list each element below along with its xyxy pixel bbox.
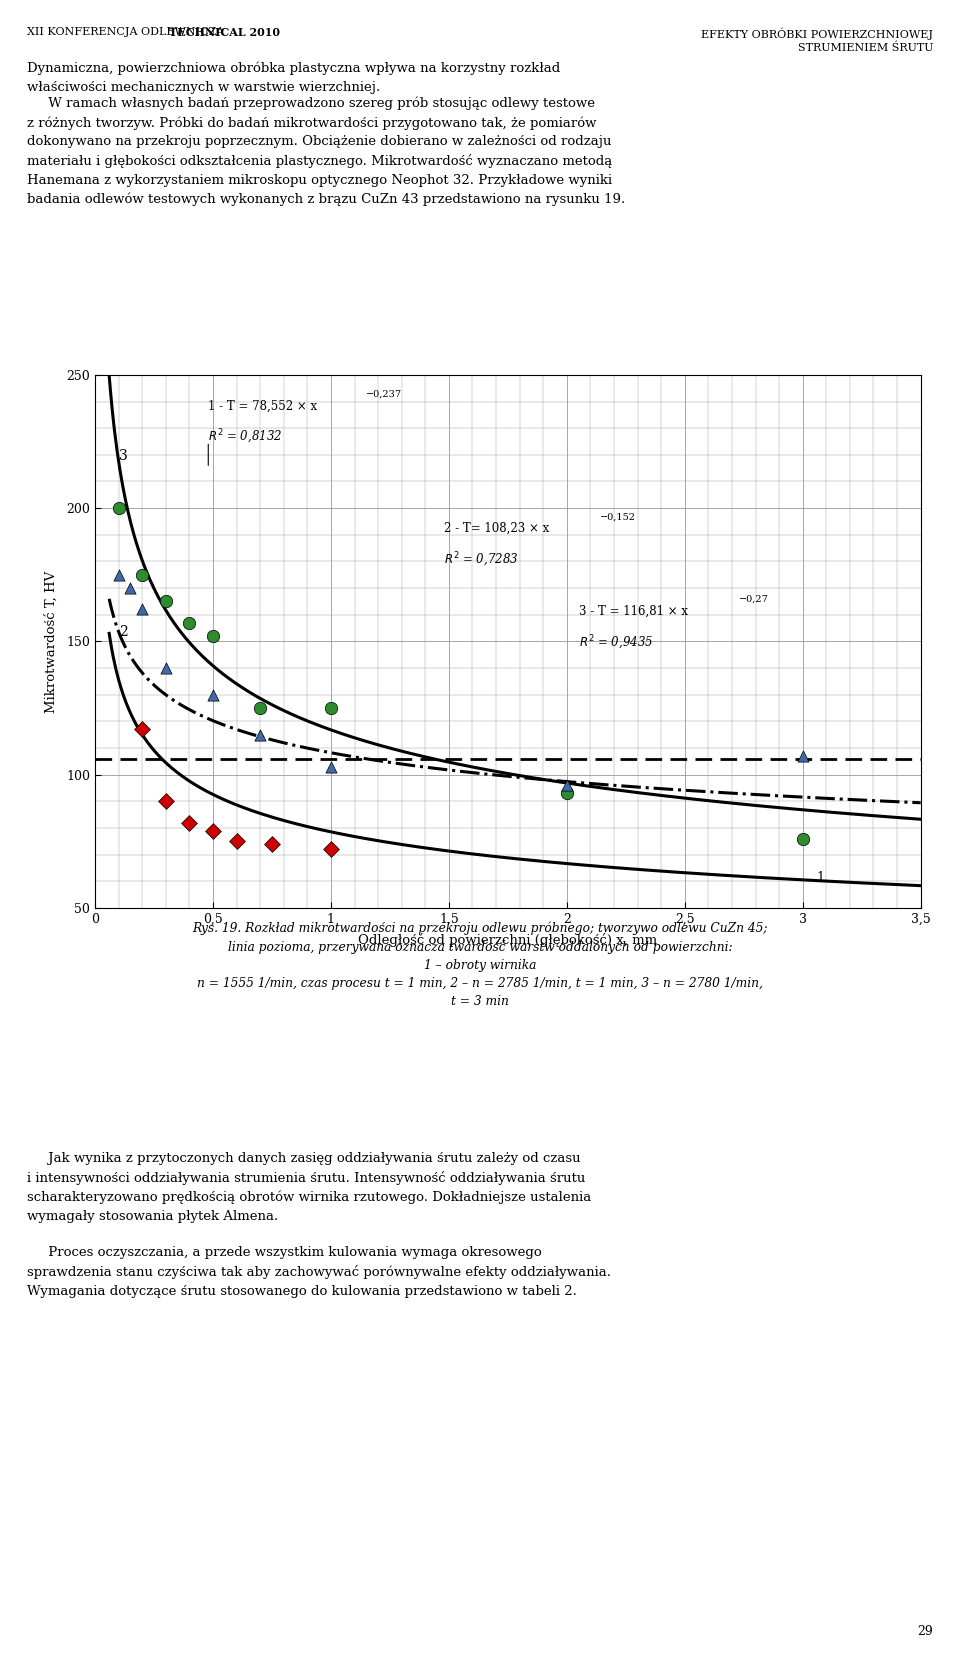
Text: −0,27: −0,27 [739,595,769,605]
Text: $R^2$ = 0,9435: $R^2$ = 0,9435 [579,633,653,651]
Point [795,825,810,851]
Point [158,788,174,815]
Text: 2 - T= 108,23 × x: 2 - T= 108,23 × x [444,521,549,535]
Text: 29: 29 [918,1624,933,1638]
Point [134,596,150,623]
Point [181,810,197,836]
Text: 3 - T = 116,81 × x: 3 - T = 116,81 × x [579,605,687,618]
Point [559,771,574,798]
Point [123,575,138,601]
Point [228,828,244,855]
Text: W ramach własnych badań przeprowadzono szereg prób stosując odlewy testowe
z róż: W ramach własnych badań przeprowadzono s… [27,97,625,207]
Text: 1: 1 [817,871,825,885]
Text: 3: 3 [119,450,128,463]
Text: EFEKTY OBRÓBKI POWIERZCHNIOWEJ
STRUMIENIEM ŚRUTU: EFEKTY OBRÓBKI POWIERZCHNIOWEJ STRUMIENI… [701,28,933,53]
Point [324,753,339,780]
Point [324,836,339,863]
Point [205,681,221,708]
Point [324,695,339,721]
Text: Dynamiczna, powierzchniowa obróbka plastyczna wpływa na korzystny rozkład
właści: Dynamiczna, powierzchniowa obróbka plast… [27,62,560,93]
Point [181,610,197,636]
Text: 2: 2 [119,625,128,640]
Point [795,743,810,770]
Text: Jak wynika z przytoczonych danych zasięg oddziaływania śrutu zależy od czasu
i i: Jak wynika z przytoczonych danych zasięg… [27,1153,591,1223]
Text: Proces oczyszczania, a przede wszystkim kulowania wymaga okresowego
sprawdzenia : Proces oczyszczania, a przede wszystkim … [27,1246,611,1298]
Point [205,818,221,845]
Point [252,721,268,748]
Point [205,623,221,650]
Point [264,831,279,858]
Point [559,780,574,806]
Text: $R^2$ = 0,8132: $R^2$ = 0,8132 [208,428,282,446]
Text: −0,237: −0,237 [367,390,402,398]
Point [158,655,174,681]
Point [252,695,268,721]
Point [134,716,150,743]
Text: −0,152: −0,152 [600,513,636,521]
Text: Rys. 19. Rozkład mikrotwardości na przekroju odlewu próbnego; tworzywo odlewu Cu: Rys. 19. Rozkład mikrotwardości na przek… [192,921,768,1008]
Point [111,561,127,588]
Text: TECHNICAL 2010: TECHNICAL 2010 [169,28,280,38]
Text: XII KONFERENCJA ODLEWNICZA: XII KONFERENCJA ODLEWNICZA [27,28,228,38]
Point [111,495,127,521]
Point [134,561,150,588]
X-axis label: Odległość od powierzchni (głębokość) x, mm: Odległość od powierzchni (głębokość) x, … [358,933,658,946]
Text: 1 - T = 78,552 × x: 1 - T = 78,552 × x [208,400,318,413]
Text: $R^2$ = 0,7283: $R^2$ = 0,7283 [444,551,518,570]
Y-axis label: Mikrotwardość T, HV: Mikrotwardość T, HV [44,570,58,713]
Point [158,588,174,615]
